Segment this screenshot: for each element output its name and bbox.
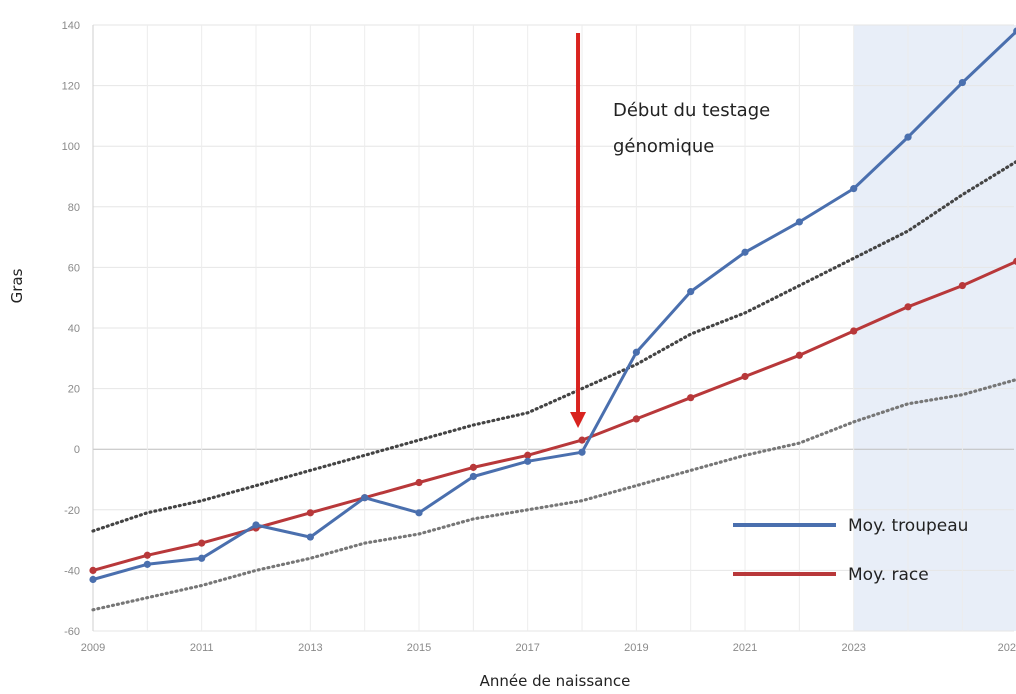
y-tick-label: -20 — [64, 505, 80, 517]
series-line-2 — [91, 159, 1016, 533]
series-point-0 — [361, 494, 369, 502]
series-point-1 — [741, 372, 749, 381]
series-point-1 — [415, 478, 423, 487]
legend: Moy. troupeau Moy. race — [733, 516, 968, 585]
annotation-line-1: Début du testage — [613, 100, 770, 121]
series-point-0 — [741, 248, 749, 256]
series-point-1 — [524, 451, 532, 459]
series-point-0 — [198, 554, 206, 562]
series-point-1 — [850, 327, 858, 335]
series-point-0 — [632, 348, 640, 356]
series-point-1 — [795, 351, 803, 359]
series-point-0 — [904, 133, 912, 141]
series-point-1 — [904, 303, 912, 311]
x-tick-label: 2013 — [298, 642, 322, 654]
series-point-0 — [252, 521, 260, 529]
y-tick-label: 0 — [74, 444, 80, 456]
series-point-0 — [524, 457, 532, 465]
series-point-1 — [1013, 257, 1016, 265]
y-axis-title: Gras — [8, 268, 26, 303]
series-point-0 — [469, 472, 477, 481]
annotation: Début du testage génomique — [570, 33, 770, 428]
x-axis-title: Année de naissance — [480, 672, 631, 690]
series-point-1 — [469, 463, 477, 471]
y-tick-label: -40 — [64, 565, 80, 577]
y-tick-label: 100 — [62, 141, 80, 153]
arrow-head — [570, 411, 587, 428]
series-point-1 — [687, 394, 695, 402]
grid — [92, 24, 1014, 632]
series-point-0 — [306, 533, 314, 541]
y-tick-label: 40 — [68, 323, 80, 335]
series-point-0 — [958, 78, 966, 87]
series-line-3 — [91, 378, 1016, 612]
x-tick-label: 2019 — [624, 642, 648, 654]
series-point-0 — [850, 185, 858, 193]
series-line-0 — [91, 29, 1016, 581]
y-tick-label: 20 — [68, 384, 80, 396]
y-tick-label: 120 — [62, 81, 80, 93]
x-tick-label: 2009 — [81, 642, 105, 654]
series-point-0 — [415, 509, 423, 517]
series-point-0 — [89, 575, 97, 584]
series-point-0 — [578, 448, 586, 456]
y-tick-label: 140 — [62, 20, 80, 32]
x-tick-label: 2011 — [190, 642, 214, 654]
series-point-0 — [143, 560, 151, 568]
y-tick-label: 80 — [68, 202, 80, 214]
x-tick-label: 2017 — [515, 642, 539, 654]
series-point-1 — [306, 509, 314, 517]
tick-labels: -60 -40 -20 0 20 40 60 80 100 120 140 2009 2011 2013 2… — [62, 20, 1016, 654]
y-tick-label: -60 — [64, 626, 80, 638]
x-tick-label: 2021 — [733, 642, 757, 654]
series-point-1 — [198, 539, 206, 547]
series-point-1 — [632, 415, 640, 423]
y-tick-label: 60 — [68, 262, 80, 274]
annotation-line-2: génomique — [613, 136, 714, 157]
series-point-0 — [795, 218, 803, 226]
series-point-0 — [1013, 27, 1016, 35]
series-point-1 — [958, 281, 966, 290]
series-point-1 — [89, 566, 97, 575]
legend-label-race: Moy. race — [848, 565, 929, 585]
x-tick-label: 2023 — [841, 642, 865, 654]
series-point-1 — [578, 436, 586, 444]
series-point-0 — [687, 288, 695, 296]
x-tick-label: 202 — [998, 642, 1016, 654]
legend-label-troupeau: Moy. troupeau — [848, 516, 968, 536]
series-point-1 — [143, 551, 151, 559]
x-tick-label: 2015 — [407, 642, 431, 654]
series-layer — [89, 27, 1016, 612]
